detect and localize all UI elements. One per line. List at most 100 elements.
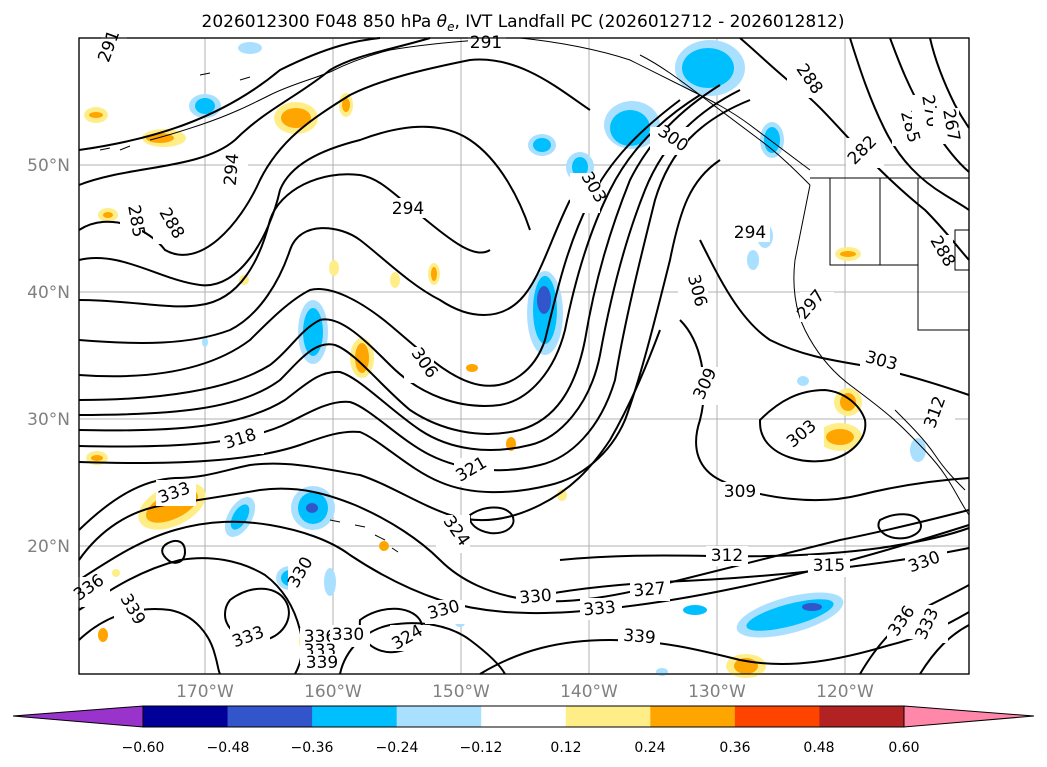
colorbar-tick-label: −0.60: [122, 740, 165, 756]
colorbar: −0.60 −0.48 −0.36 −0.24 −0.12 0.12 0.24 …: [12, 705, 1035, 756]
shade-orange: [98, 628, 108, 642]
shade-blue: [610, 110, 650, 146]
lon-label: 150°W: [432, 682, 490, 702]
contour-line: [78, 520, 970, 615]
colorbar-tick-label: −0.12: [460, 740, 503, 756]
colorbar-tick-label: 0.12: [550, 740, 581, 756]
contour-line: [78, 84, 721, 435]
coastline-us-west: [793, 184, 970, 516]
aleutian-islands: [79, 72, 251, 151]
contour-label: 291: [470, 33, 502, 53]
shade-blue: [533, 138, 551, 152]
shade-orange: [281, 108, 311, 128]
shade-blue: [537, 286, 551, 314]
contour-line: [929, 37, 970, 129]
contour-line: [161, 539, 187, 564]
shade-blue: [324, 568, 336, 596]
shade-blue: [797, 376, 809, 386]
coastlines: [79, 37, 970, 553]
contour-line: [559, 527, 970, 561]
contour-label: 330: [519, 586, 553, 609]
contour-label: 309: [724, 482, 756, 502]
colorbar-ticks: −0.60 −0.48 −0.36 −0.24 −0.12 0.12 0.24 …: [122, 740, 920, 756]
lon-label: 160°W: [304, 682, 362, 702]
coastline-alaska-gulf: [519, 37, 811, 171]
lat-label: 20°N: [27, 537, 70, 557]
shade-blue: [195, 98, 215, 114]
shade-orange: [826, 429, 854, 445]
colorbar-bin: [227, 706, 313, 727]
contour-line: [78, 37, 381, 151]
coastline-alaska: [149, 39, 481, 141]
shade-blue: [238, 42, 262, 54]
lon-label: 120°W: [816, 682, 874, 702]
coastline-baja: [894, 409, 966, 491]
shade-orange: [431, 267, 437, 281]
contour-line: [78, 487, 970, 603]
contour-label: 333: [583, 598, 617, 621]
shade-orange: [355, 343, 369, 373]
lat-label: 50°N: [27, 156, 70, 176]
shade-orange: [91, 455, 103, 461]
shade-blue: [910, 438, 926, 462]
lon-label: 140°W: [560, 682, 618, 702]
ivt-shading-negative: [189, 40, 926, 676]
contour-line: [849, 37, 970, 211]
colorbar-extend-low: [12, 705, 144, 728]
contour-line: [479, 611, 970, 675]
colorbar-tick-label: 0.36: [719, 740, 750, 756]
contour-line: [877, 513, 922, 540]
colorbar-bin: [396, 706, 482, 727]
shade-orange: [379, 541, 389, 551]
shade-orange: [840, 393, 856, 411]
colorbar-bin: [734, 706, 820, 727]
shade-blue: [682, 48, 734, 88]
map-frame: [78, 37, 970, 675]
colorbar-bin: [143, 706, 229, 727]
shade-blue: [802, 603, 822, 611]
longitude-axis: 170°W 160°W 150°W 140°W 130°W 120°W: [176, 682, 874, 702]
shade-blue: [747, 250, 759, 270]
contour-label: 294: [221, 153, 244, 187]
state-borders: [829, 178, 970, 331]
shade-orange: [466, 364, 478, 372]
contour-line: [78, 94, 701, 407]
colorbar-bins: [143, 706, 905, 727]
contour-label: 327: [633, 579, 667, 602]
contour-label: 339: [306, 653, 338, 673]
shade-orange: [112, 569, 120, 577]
contour-line: [78, 37, 431, 186]
shade-blue: [683, 605, 707, 615]
contour-line: [468, 506, 515, 535]
contour-line: [78, 99, 751, 472]
shade-orange: [103, 212, 113, 218]
contour-line: [78, 159, 721, 494]
shade-blue: [306, 503, 318, 513]
contour-label: 312: [711, 546, 743, 566]
shade-blue: [230, 504, 250, 530]
contour-line: [919, 624, 970, 675]
shade-orange: [329, 260, 339, 276]
map-panel: 291 291 294 294 285 288 294 300 303 288 …: [70, 28, 970, 678]
colorbar-tick-label: 0.60: [888, 740, 919, 756]
colorbar-bin: [565, 706, 651, 727]
contour-label: 294: [392, 199, 424, 219]
lon-label: 170°W: [176, 682, 234, 702]
shade-blue: [202, 337, 208, 347]
shade-orange: [342, 98, 350, 112]
contour-line: [78, 199, 571, 344]
colorbar-extend-high: [903, 705, 1035, 728]
contour-label: 330: [332, 625, 364, 645]
colorbar-bin: [312, 706, 398, 727]
colorbar-bin: [481, 706, 567, 727]
contour-label: 294: [734, 223, 766, 243]
colorbar-tick-label: 0.48: [803, 740, 834, 756]
colorbar-bin: [650, 706, 736, 727]
contour-line: [78, 125, 531, 287]
contour-label: 339: [622, 626, 656, 649]
shade-orange: [390, 272, 400, 288]
coastline-british-columbia: [639, 54, 811, 186]
theta-e-contours: [78, 37, 970, 675]
colorbar-tick-label: −0.36: [291, 740, 334, 756]
